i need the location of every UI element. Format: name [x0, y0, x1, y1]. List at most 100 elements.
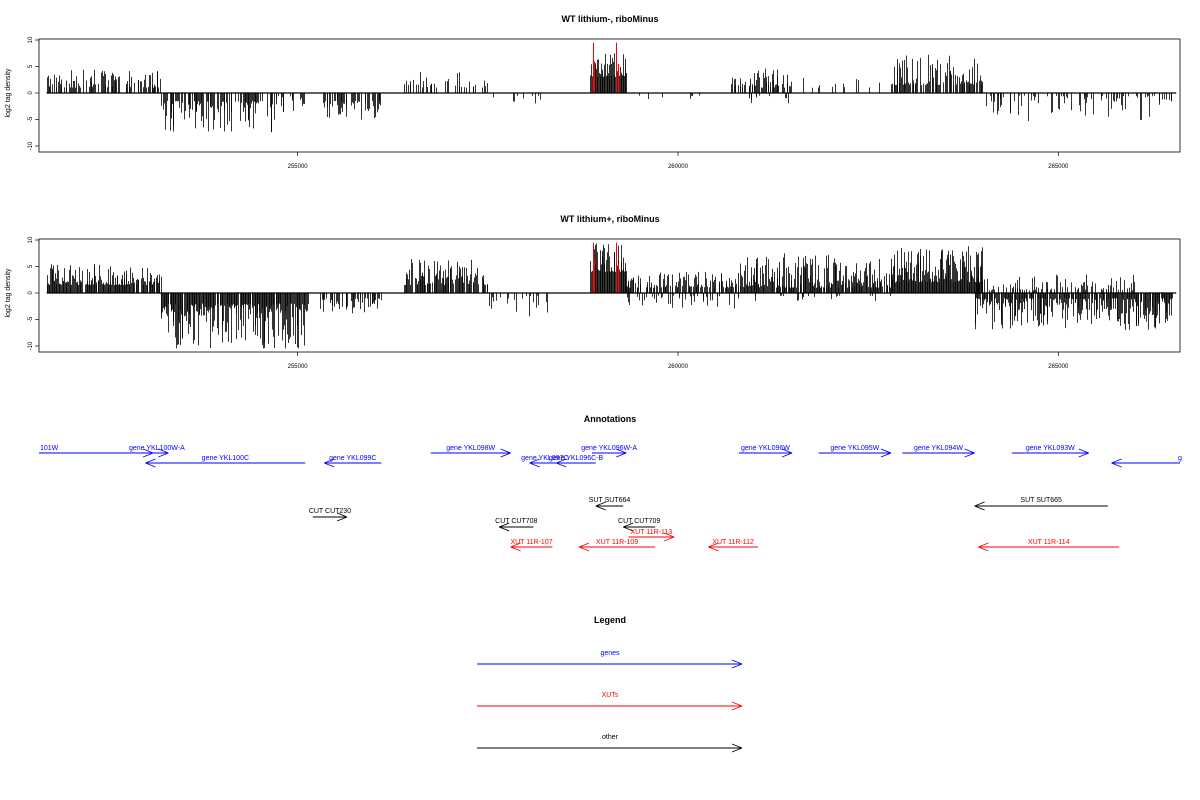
gene-arrow [902, 448, 975, 458]
gene-label: gene YKL096W [741, 445, 790, 452]
arrow-head [1078, 452, 1089, 458]
x-tick-label: 255000 [288, 164, 309, 170]
arrow-head [731, 705, 743, 711]
arrow-head [663, 536, 675, 542]
legend: Legend genes XUTs other [477, 615, 743, 753]
gene-arrow [430, 448, 511, 458]
gene-label: 101W [40, 445, 59, 452]
legend-label: genes [600, 650, 620, 657]
gene-arrow [818, 448, 892, 458]
arrow-head [556, 458, 567, 464]
arrow-head [578, 546, 590, 552]
arrow-head [1111, 458, 1122, 464]
arrow-head [623, 526, 634, 532]
arrow-head [623, 522, 634, 528]
arrow-head [142, 452, 154, 458]
arrow-head [978, 546, 989, 552]
other-arrow [623, 522, 656, 532]
other-label: CUT CUT709 [618, 518, 660, 525]
y-tick-label: 5 [28, 264, 34, 268]
xut-label: XUT 11R-112 [712, 539, 754, 546]
gene-label: gene YKL096W-A [581, 445, 637, 452]
arrow-head [1111, 462, 1122, 468]
arrow-head [145, 462, 156, 468]
xut-label: XUT 11R-113 [631, 529, 673, 536]
gene-arrow [529, 458, 561, 468]
legend-label: XUTs [602, 692, 619, 699]
arrow-head [731, 747, 743, 753]
arrow-head [731, 743, 743, 749]
arrow-head [974, 501, 985, 507]
y-axis-label: log2 tag density [5, 68, 12, 118]
arrow-head [556, 462, 567, 468]
x-tick-label: 260000 [668, 164, 689, 170]
arrow-head [336, 512, 348, 518]
arrow-head [578, 542, 590, 548]
arrow-head [663, 532, 675, 538]
gene-arrow [324, 458, 382, 468]
other-label: CUT CUT230 [309, 508, 351, 515]
arrow-head [336, 516, 348, 522]
other-label: SUT SUT664 [589, 497, 631, 504]
gene-arrow [145, 448, 169, 458]
y-tick-label: -10 [28, 341, 34, 350]
legend-arrow [477, 701, 743, 711]
other-label: CUT CUT708 [495, 518, 537, 525]
gene-label: gene YKL095W [830, 445, 879, 452]
xut-arrow [578, 542, 656, 552]
gene-label: gene YKL093W [1026, 445, 1075, 452]
x-tick-label: 265000 [1048, 164, 1069, 170]
gene-label: gene YKL100W-A [129, 445, 185, 452]
gene-arrow [145, 458, 306, 468]
arrow-head [880, 448, 892, 454]
arrow-head [500, 448, 511, 454]
annotations-title: Annotations [584, 414, 637, 424]
arrow-head [529, 462, 540, 468]
gene-label: gene YKL098W [446, 445, 495, 452]
arrow-head [781, 448, 793, 454]
y-axis-label: log2 tag density [5, 268, 12, 318]
xut-arrow [978, 542, 1120, 552]
y-tick-label: -10 [28, 141, 34, 150]
gene-label: g [1178, 455, 1182, 462]
arrow-head [500, 452, 511, 458]
gene-arrow [1111, 458, 1180, 468]
y-tick-label: 10 [28, 236, 34, 243]
arrow-head [510, 542, 521, 548]
arrow-head [142, 448, 154, 454]
arrow-head [708, 542, 719, 548]
y-tick-label: 5 [28, 64, 34, 68]
gene-label: gene YKL100C [202, 455, 249, 462]
x-tick-label: 255000 [288, 364, 309, 370]
arrow-head [978, 542, 989, 548]
arrow-head [499, 526, 510, 532]
x-tick-label: 260000 [668, 364, 689, 370]
arrow-head [964, 452, 975, 458]
panel-lithium-minus: WT lithium-, riboMinus log2 tag density … [5, 14, 1181, 170]
bar-series [47, 243, 1173, 349]
gene-label: gene YKL099C [329, 455, 376, 462]
legend-arrow [477, 659, 743, 669]
xut-arrow [628, 532, 675, 542]
other-arrow [974, 501, 1108, 511]
other-arrow [595, 501, 624, 511]
gene-arrow [592, 448, 627, 458]
arrow-head [708, 546, 719, 552]
arrow-head [964, 448, 975, 454]
y-tick-label: 0 [28, 291, 34, 295]
gene-arrow [556, 458, 596, 468]
y-tick-label: 0 [28, 91, 34, 95]
xut-arrow [510, 542, 553, 552]
y-tick-label: -5 [28, 316, 34, 322]
other-label: SUT SUT665 [1020, 497, 1062, 504]
arrow-head [324, 458, 335, 464]
arrow-head [616, 452, 627, 458]
xut-label: XUT 11R-114 [1028, 539, 1070, 546]
arrow-head [324, 462, 335, 468]
arrow-head [731, 663, 743, 669]
panel-title: WT lithium-, riboMinus [562, 14, 659, 24]
gene-label: gene YKL094W [914, 445, 963, 452]
arrow-head [616, 448, 627, 454]
gene-label: gene YKL096C-B [549, 455, 604, 462]
